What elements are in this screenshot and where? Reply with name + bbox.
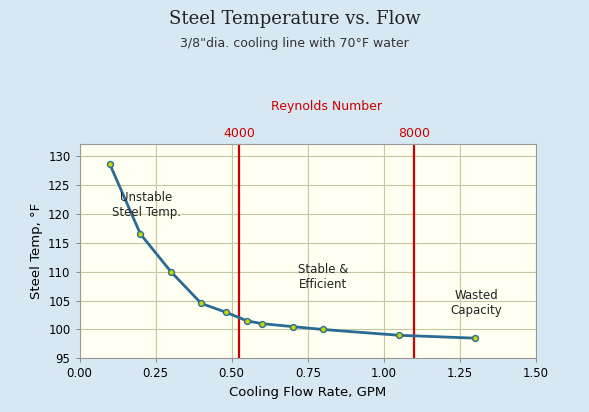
- Text: 8000: 8000: [398, 127, 430, 140]
- Point: [105, 161, 115, 168]
- Text: Steel Temperature vs. Flow: Steel Temperature vs. Flow: [168, 10, 421, 28]
- Text: 3/8"dia. cooling line with 70°F water: 3/8"dia. cooling line with 70°F water: [180, 37, 409, 50]
- Text: Wasted
Capacity: Wasted Capacity: [451, 290, 502, 317]
- X-axis label: Cooling Flow Rate, GPM: Cooling Flow Rate, GPM: [229, 386, 386, 399]
- Point: [242, 318, 252, 324]
- Point: [471, 335, 480, 342]
- Point: [166, 268, 176, 275]
- Text: Unstable
Steel Temp.: Unstable Steel Temp.: [112, 190, 181, 218]
- Y-axis label: Steel Temp, °F: Steel Temp, °F: [29, 203, 42, 300]
- Point: [197, 300, 206, 307]
- Point: [288, 323, 297, 330]
- Point: [257, 321, 267, 327]
- Point: [395, 332, 404, 339]
- Text: 4000: 4000: [223, 127, 255, 140]
- Point: [318, 326, 327, 333]
- Text: Reynolds Number: Reynolds Number: [272, 100, 382, 113]
- Text: Stable &
Efficient: Stable & Efficient: [298, 263, 348, 291]
- Point: [135, 231, 145, 237]
- Point: [221, 309, 230, 316]
